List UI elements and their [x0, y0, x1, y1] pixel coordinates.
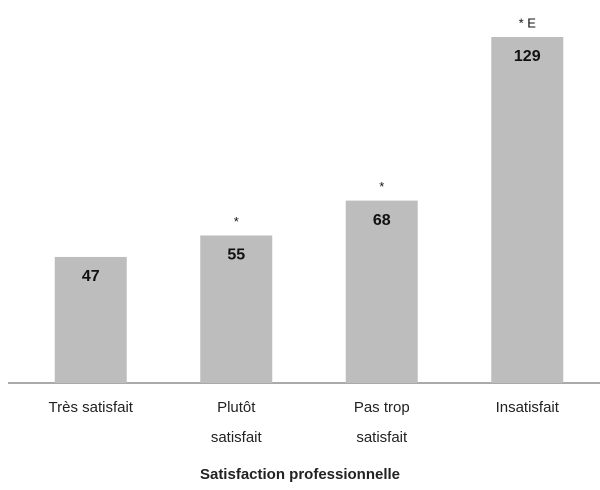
bar	[54, 256, 127, 383]
annotation: * E	[519, 15, 537, 30]
annotation: *	[234, 214, 239, 229]
x-axis-title: Satisfaction professionnelle	[199, 466, 401, 483]
value-label: 47	[82, 268, 100, 285]
bar	[491, 37, 564, 383]
value-label: 129	[514, 48, 541, 65]
value-label: 68	[373, 212, 391, 229]
value-label: 55	[227, 247, 245, 264]
x-tick-label: Très satisfait	[48, 399, 133, 416]
bar	[345, 200, 418, 383]
x-tick-label: Plutôt satisfait	[210, 399, 262, 446]
x-tick-label: Insatisfait	[495, 399, 559, 416]
bar	[200, 235, 273, 383]
annotation: *	[379, 179, 384, 194]
x-tick-label: Pas trop satisfait	[353, 399, 410, 446]
